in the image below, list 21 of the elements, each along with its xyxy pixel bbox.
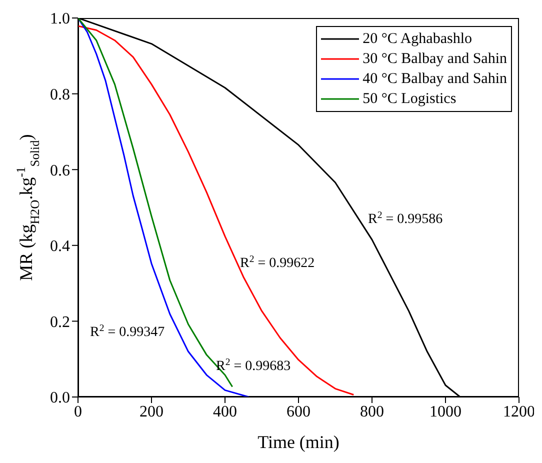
x-axis-title: Time (min) [258, 432, 340, 452]
y-tick-label: 1.0 [50, 10, 70, 28]
y-tick-label: 0.4 [50, 238, 70, 256]
x-tick-label: 1000 [430, 403, 462, 420]
y-tick-label: 0.6 [50, 162, 70, 180]
y-tick-label: 0.0 [50, 390, 70, 407]
legend-label: 40 °C Balbay and Sahin [362, 70, 507, 89]
y-tick-label: 0.2 [50, 314, 70, 331]
legend-label: 20 °C Aghabashlo [362, 30, 472, 49]
annotation: R$^{2}$ = 0.99347 [90, 322, 165, 340]
x-tick-label: 600 [286, 403, 310, 420]
annotation: R$^{2}$ = 0.99683 [216, 356, 291, 374]
x-tick-label: 800 [360, 403, 384, 420]
x-tick-label: 400 [213, 403, 237, 420]
annotation: R$^{2}$ = 0.99586 [368, 210, 443, 227]
legend-label: 30 °C Balbay and Sahin [362, 50, 507, 69]
x-tick-label: 0 [74, 403, 82, 420]
annotation: R$^{2}$ = 0.99622 [240, 254, 315, 271]
x-tick-label: 200 [140, 403, 164, 420]
legend-label: 50 °C Logistics [362, 90, 456, 109]
y-tick-label: 0.8 [50, 86, 70, 104]
